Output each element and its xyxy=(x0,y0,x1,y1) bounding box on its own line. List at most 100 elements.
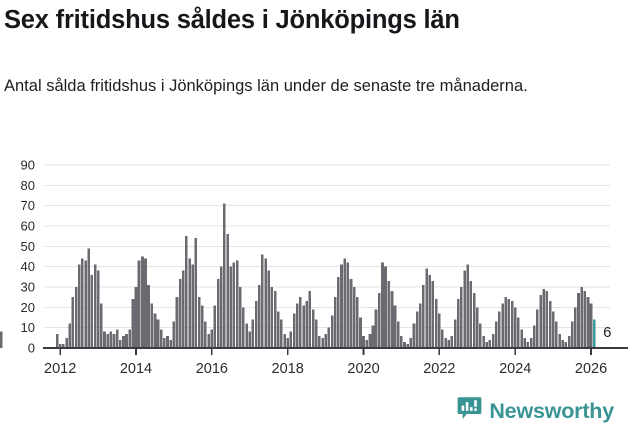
y-axis-tick-label: 40 xyxy=(21,259,35,274)
bar xyxy=(551,311,555,348)
bar xyxy=(90,274,93,348)
bar xyxy=(362,335,365,348)
x-axis-tick-label: 2020 xyxy=(347,361,379,377)
bar xyxy=(112,333,116,348)
y-axis-tick-label: 90 xyxy=(21,157,35,172)
bar xyxy=(248,331,252,348)
brand-name: Newsworthy xyxy=(489,398,614,423)
bar xyxy=(352,287,356,348)
bar xyxy=(201,305,204,348)
bar xyxy=(109,331,112,348)
x-axis-tick-label: 2012 xyxy=(44,361,76,377)
bar-chart-svg: 0 10 20 30 40 50 60 70 80 90 2012 2014 2016 2018 2020… xyxy=(0,157,628,377)
bar xyxy=(147,284,150,348)
bar xyxy=(229,266,233,348)
bar xyxy=(444,337,448,348)
bar xyxy=(188,258,192,348)
bar xyxy=(128,329,131,348)
bar xyxy=(279,319,283,348)
bar xyxy=(267,270,271,348)
bar xyxy=(577,293,580,348)
bar xyxy=(365,339,368,348)
bar xyxy=(393,305,397,348)
bar xyxy=(122,335,125,348)
bar xyxy=(548,301,552,348)
bar xyxy=(384,266,387,348)
bar xyxy=(160,329,163,348)
y-axis-tick-label: 10 xyxy=(21,320,35,335)
bar xyxy=(438,313,441,348)
gridlines xyxy=(45,164,610,329)
bar xyxy=(447,339,451,348)
bar xyxy=(144,258,147,348)
bar xyxy=(61,343,65,348)
bar xyxy=(175,297,179,348)
bar xyxy=(387,280,391,348)
bar xyxy=(295,303,299,348)
x-axis-tick-label: 2026 xyxy=(575,361,607,377)
bar xyxy=(77,264,81,348)
page-title: Sex fritidshus såldes i Jönköpings län xyxy=(4,6,460,34)
y-axis-tick-label: 30 xyxy=(21,279,35,294)
x-axis-tick-label: 2022 xyxy=(423,361,455,377)
bar xyxy=(232,262,236,348)
bar xyxy=(115,329,119,348)
x-axis-tick-label: 2018 xyxy=(272,361,304,377)
bar xyxy=(324,333,327,348)
bar xyxy=(570,321,574,348)
bar xyxy=(235,260,239,348)
bar xyxy=(179,278,182,348)
bar xyxy=(141,256,144,348)
bar xyxy=(507,299,511,348)
bar xyxy=(273,291,277,348)
bar xyxy=(561,339,564,348)
bar xyxy=(257,284,261,348)
bar xyxy=(457,299,460,348)
bar xyxy=(453,319,457,348)
bar xyxy=(397,321,400,348)
bar xyxy=(314,319,318,348)
x-axis-ticks xyxy=(59,348,592,355)
bar xyxy=(182,270,185,348)
bar xyxy=(283,333,286,348)
bar xyxy=(586,297,590,348)
bar xyxy=(99,303,103,348)
bar xyxy=(93,264,97,348)
bar xyxy=(403,341,406,348)
y-axis-tick-label: 20 xyxy=(21,300,35,315)
bar xyxy=(583,291,586,348)
bar xyxy=(242,307,245,348)
bar xyxy=(494,321,498,348)
bar xyxy=(260,254,264,348)
bar xyxy=(106,333,109,348)
bar xyxy=(355,297,359,348)
bar xyxy=(513,307,517,348)
bar xyxy=(103,331,106,348)
bar xyxy=(217,278,220,348)
bar xyxy=(238,287,242,348)
bar xyxy=(156,319,160,348)
bar xyxy=(501,303,504,348)
bar xyxy=(573,307,577,348)
bar xyxy=(516,317,520,348)
x-axis-tick-label: 2016 xyxy=(196,361,228,377)
bar xyxy=(416,311,419,348)
bar xyxy=(450,335,454,348)
bar xyxy=(589,303,593,348)
bar xyxy=(198,297,201,348)
bar xyxy=(254,301,258,348)
bar xyxy=(542,289,545,348)
newsworthy-logo[interactable]: Newsworthy xyxy=(457,396,614,426)
bar xyxy=(409,337,413,348)
bar xyxy=(472,293,476,348)
bar xyxy=(488,339,492,348)
x-axis-tick-label: 2014 xyxy=(120,361,152,377)
bar xyxy=(532,325,536,348)
bar xyxy=(479,323,482,348)
bar xyxy=(207,333,211,348)
bar xyxy=(292,313,296,348)
bar xyxy=(422,284,425,348)
bar xyxy=(425,268,429,348)
y-axis-tick-label: 0 xyxy=(28,340,35,355)
